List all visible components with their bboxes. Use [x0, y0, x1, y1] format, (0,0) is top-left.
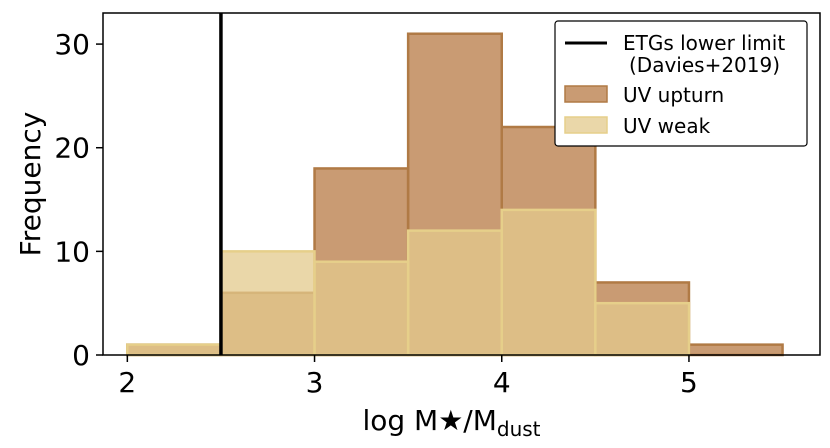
x-tick-label-3: 3 [306, 366, 324, 399]
x-axis-label: log M★/Mdust [362, 404, 540, 441]
legend-etg-label-line1: ETGs lower limit [623, 31, 785, 55]
legend-etg-label-line2: (Davies+2019) [629, 53, 780, 77]
legend-swatch-uv-weak [564, 116, 608, 134]
legend: ETGs lower limit (Davies+2019) UV upturn… [554, 20, 808, 147]
uv-weak-bar-4 [500, 208, 597, 357]
uv-weak-bar-5 [594, 301, 691, 357]
legend-uv-upturn-label: UV upturn [623, 83, 724, 107]
legend-swatch-uv-upturn [564, 85, 608, 103]
x-axis-ticks: 2 3 4 5 [118, 355, 698, 399]
legend-uv-weak-label: UV weak [623, 114, 711, 138]
legend-box [554, 20, 808, 147]
x-tick-label-4: 4 [493, 366, 511, 399]
uv-weak-bars [126, 208, 691, 357]
y-tick-label-30: 30 [54, 28, 90, 61]
x-tick-label-2: 2 [118, 366, 136, 399]
y-axis-label: Frequency [14, 112, 47, 257]
uv-weak-bar-3 [406, 229, 503, 357]
y-tick-label-20: 20 [54, 132, 90, 165]
y-axis-ticks: 0 10 20 30 [54, 28, 103, 372]
x-tick-label-5: 5 [680, 366, 698, 399]
uv-upturn-bar-6 [687, 343, 784, 357]
uv-weak-bar-0 [126, 343, 223, 357]
plot-frame [102, 12, 821, 356]
uv-weak-bar-1 [219, 250, 316, 357]
y-tick-label-10: 10 [54, 235, 90, 268]
y-tick-label-0: 0 [72, 339, 90, 372]
uv-weak-bar-2 [313, 260, 410, 357]
